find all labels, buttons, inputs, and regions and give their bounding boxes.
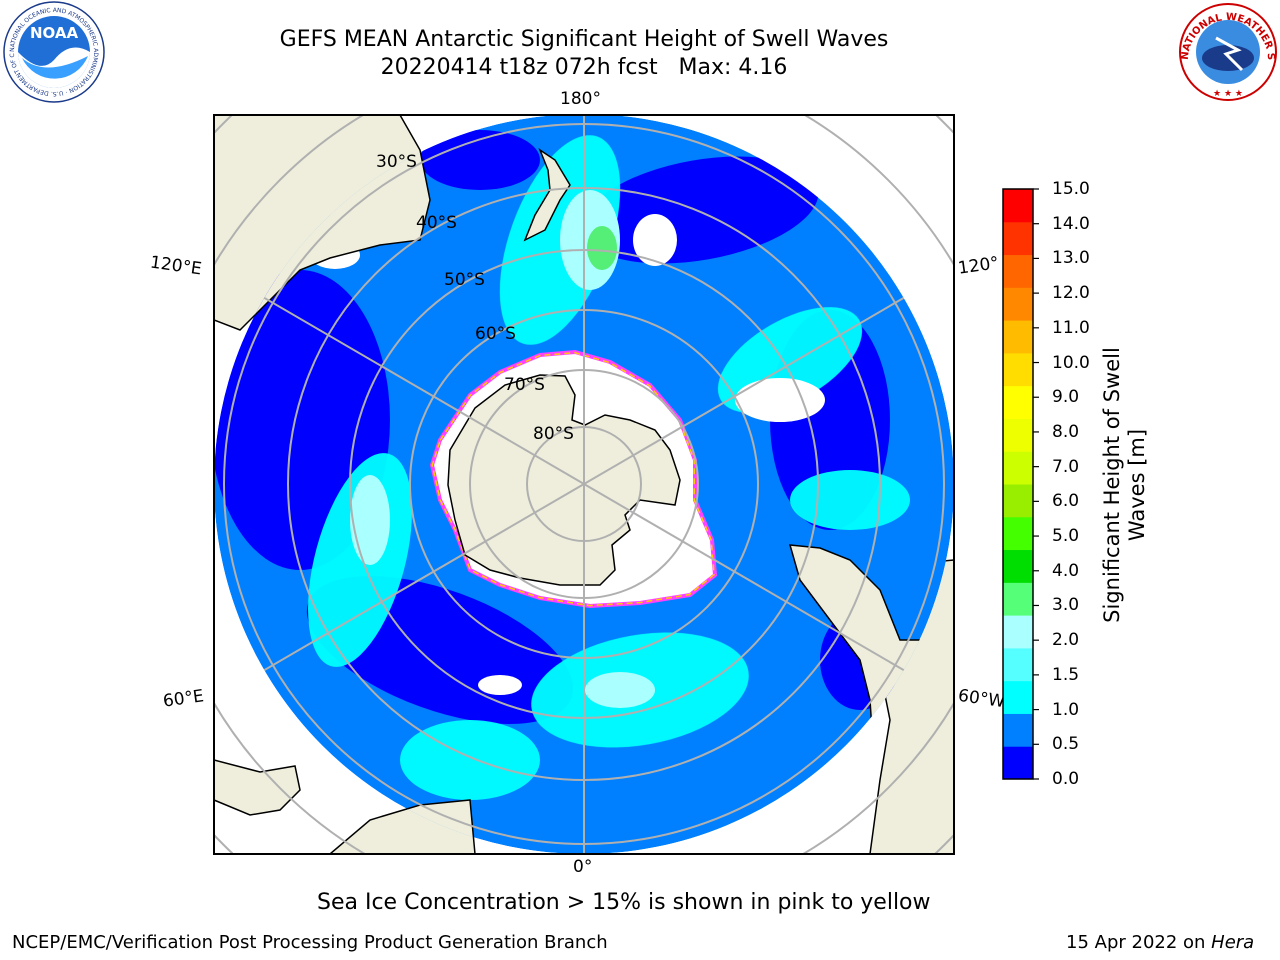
colorbar-swatch (1003, 582, 1033, 616)
nws-logo: NATIONAL WEATHER SERVICE ★ ★ ★ (1176, 0, 1277, 101)
colorbar-swatch (1003, 680, 1033, 714)
lon-label-180: 180° (560, 89, 601, 109)
footer-right: 15 Apr 2022 on Hera (1066, 932, 1255, 953)
colorbar-swatch (1003, 713, 1033, 747)
colorbar-swatch (1003, 287, 1033, 321)
colorbar-swatch (1003, 647, 1033, 682)
land-antarctica (447, 374, 681, 586)
swell-max-region (587, 226, 617, 270)
colorbar-swatch (1003, 385, 1033, 419)
colorbar-tick-label: 1.0 (1052, 699, 1080, 720)
colorbar-tick-label: 15.0 (1052, 179, 1090, 199)
noaa-logo: NOAA NATIONAL OCEANIC AND ATMOSPHERIC AD… (0, 0, 105, 103)
colorbar-swatch (1003, 352, 1033, 387)
sea-ice-edge-yellow (431, 351, 715, 607)
sea-ice-note: Sea Ice Concentration > 15% is shown in … (317, 890, 931, 915)
noaa-logo-text: NOAA (30, 24, 79, 42)
colorbar-tick-label: 10.0 (1052, 352, 1090, 373)
land-new-zealand (523, 148, 571, 242)
colorbar-swatch (1003, 189, 1033, 223)
colorbar-tick-label: 0.0 (1052, 769, 1080, 789)
colorbar-tick-label: 0.5 (1052, 734, 1080, 755)
colorbar-tick-label: 14.0 (1052, 213, 1090, 234)
colorbar-swatch (1003, 549, 1033, 583)
svg-text:★ ★ ★: ★ ★ ★ (1213, 89, 1243, 99)
colorbar-tick-label: 4.0 (1052, 560, 1080, 581)
chart-subtitle: 20220414 t18z 072h fcst Max: 4.16 (380, 55, 788, 80)
colorbar-swatch (1003, 615, 1033, 649)
lon-label-0: 0° (573, 857, 593, 877)
colorbar-tick-label: 9.0 (1052, 387, 1080, 408)
colorbar-tick-label: 8.0 (1052, 421, 1080, 442)
colorbar-swatch (1003, 451, 1033, 485)
colorbar-tick-label: 1.5 (1052, 664, 1080, 685)
lat-label-60s: 60°S (475, 324, 516, 344)
colorbar-tick-label: 11.0 (1052, 317, 1090, 338)
colorbar-tick-label: 2.0 (1052, 630, 1080, 651)
footer-left: NCEP/EMC/Verification Post Processing Pr… (12, 932, 608, 953)
colorbar-tick-label: 7.0 (1052, 456, 1080, 477)
map-frame (213, 114, 955, 855)
colorbar-swatch (1003, 516, 1033, 551)
lat-label-50s: 50°S (444, 270, 485, 290)
chart-title: GEFS MEAN Antarctic Significant Height o… (279, 27, 889, 52)
colorbar-swatch (1003, 254, 1033, 288)
lat-label-80s: 80°S (533, 424, 574, 444)
colorbar-swatch (1003, 746, 1033, 780)
colorbar-swatch (1003, 320, 1033, 354)
colorbar-tick-label: 5.0 (1052, 526, 1080, 547)
colorbar-title: Significant Height of Swell Waves [m] (1100, 347, 1149, 623)
lat-label-30s: 30°S (376, 152, 417, 172)
graticule (214, 115, 954, 854)
colorbar-swatch (1003, 221, 1033, 256)
lat-label-40s: 40°S (416, 213, 457, 233)
colorbar-tick-label: 3.0 (1052, 595, 1080, 616)
colorbar-swatch (1003, 418, 1033, 452)
colorbar-tick-label: 12.0 (1052, 283, 1090, 304)
colorbar-tick-label: 13.0 (1052, 248, 1090, 269)
colorbar-swatch (1003, 484, 1033, 518)
lat-label-70s: 70°S (504, 375, 545, 395)
colorbar-tick-label: 6.0 (1052, 491, 1080, 512)
